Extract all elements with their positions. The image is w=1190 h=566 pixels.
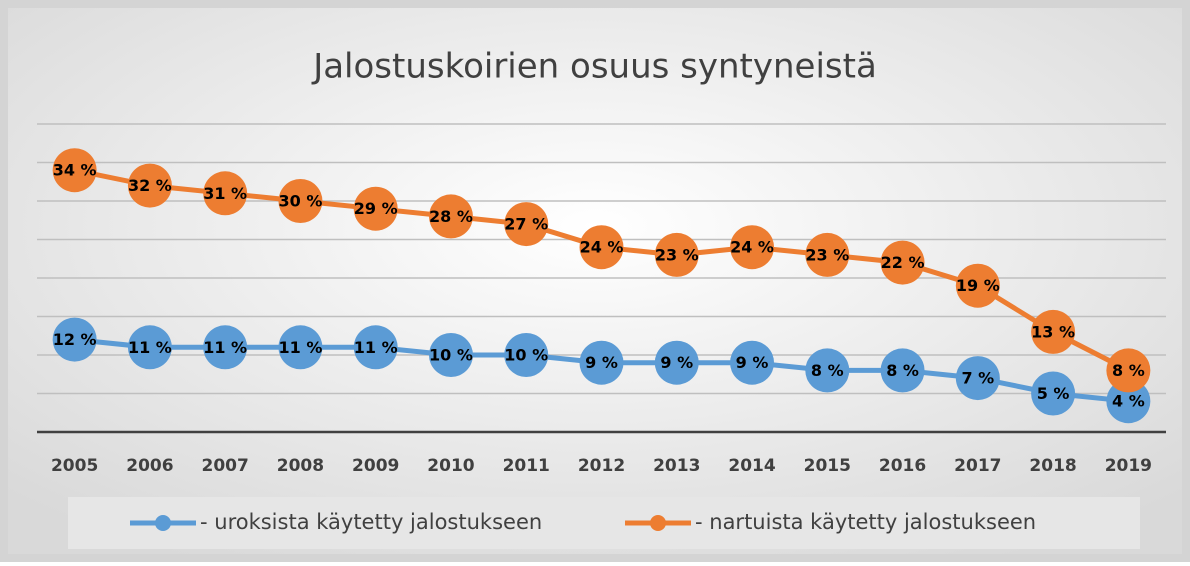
marker <box>428 194 473 239</box>
marker <box>955 263 1000 308</box>
data-label: 8 % <box>1112 361 1145 380</box>
chart-title: Jalostuskoirien osuus syntyneistä <box>311 47 877 87</box>
x-tick-label: 2007 <box>202 456 249 476</box>
data-label: 12 % <box>53 330 97 349</box>
marker <box>880 240 925 285</box>
marker <box>654 232 699 277</box>
legend-marker <box>155 515 171 531</box>
data-label: 23 % <box>655 245 699 264</box>
data-label: 10 % <box>504 346 548 365</box>
data-label: 11 % <box>203 338 247 357</box>
legend-label: - nartuista käytetty jalostukseen <box>695 510 1036 534</box>
data-label: 22 % <box>881 253 925 272</box>
marker <box>1031 371 1076 416</box>
marker <box>504 202 549 247</box>
x-tick-label: 2008 <box>277 456 324 476</box>
marker <box>1031 309 1076 354</box>
data-label: 9 % <box>736 353 769 372</box>
marker <box>203 171 248 216</box>
x-tick-label: 2011 <box>503 456 550 476</box>
data-label: 27 % <box>504 215 548 234</box>
data-label: 8 % <box>811 361 844 380</box>
x-tick-label: 2009 <box>352 456 399 476</box>
marker <box>805 232 850 277</box>
marker <box>955 356 1000 401</box>
marker <box>278 325 323 370</box>
marker <box>579 340 624 385</box>
data-label: 8 % <box>886 361 919 380</box>
marker <box>504 333 549 377</box>
data-label: 4 % <box>1112 392 1145 411</box>
legend-marker <box>650 515 666 531</box>
x-tick-label: 2005 <box>51 456 98 476</box>
marker <box>654 340 699 385</box>
data-label: 30 % <box>278 192 322 211</box>
marker <box>428 333 473 377</box>
marker <box>203 325 248 370</box>
data-label: 28 % <box>429 207 473 226</box>
marker <box>1106 379 1151 424</box>
data-label: 13 % <box>1031 322 1075 341</box>
marker <box>127 325 172 370</box>
marker <box>353 325 398 370</box>
data-label: 32 % <box>128 176 172 195</box>
marker <box>127 163 172 208</box>
marker <box>52 317 97 362</box>
marker <box>52 148 97 193</box>
x-tick-label: 2013 <box>653 456 700 476</box>
data-label: 11 % <box>354 338 398 357</box>
x-tick-label: 2010 <box>427 456 474 476</box>
x-tick-label: 2006 <box>126 456 173 476</box>
data-label: 24 % <box>730 238 774 257</box>
legend-box <box>68 497 1140 549</box>
x-tick-label: 2012 <box>578 456 625 476</box>
marker <box>880 348 925 393</box>
x-tick-label: 2018 <box>1029 456 1076 476</box>
marker <box>579 225 624 270</box>
data-label: 31 % <box>203 184 247 203</box>
marker <box>805 348 850 393</box>
data-label: 23 % <box>805 245 849 264</box>
x-tick-label: 2014 <box>728 456 775 476</box>
data-label: 9 % <box>660 353 693 372</box>
data-label: 11 % <box>278 338 322 357</box>
legend-label: - uroksista käytetty jalostukseen <box>200 510 542 534</box>
data-label: 7 % <box>961 369 994 388</box>
data-label: 19 % <box>956 276 1000 295</box>
x-tick-label: 2019 <box>1105 456 1152 476</box>
marker <box>730 340 775 385</box>
data-label: 9 % <box>585 353 618 372</box>
marker <box>353 186 398 231</box>
data-label: 34 % <box>53 161 97 180</box>
data-label: 11 % <box>128 338 172 357</box>
data-label: 10 % <box>429 346 473 365</box>
data-label: 29 % <box>354 199 398 218</box>
x-tick-label: 2016 <box>879 456 926 476</box>
marker <box>730 225 775 270</box>
data-label: 24 % <box>580 238 624 257</box>
marker <box>1106 348 1151 393</box>
marker <box>278 179 323 223</box>
x-tick-label: 2017 <box>954 456 1001 476</box>
x-tick-label: 2015 <box>804 456 851 476</box>
data-label: 5 % <box>1037 384 1070 403</box>
